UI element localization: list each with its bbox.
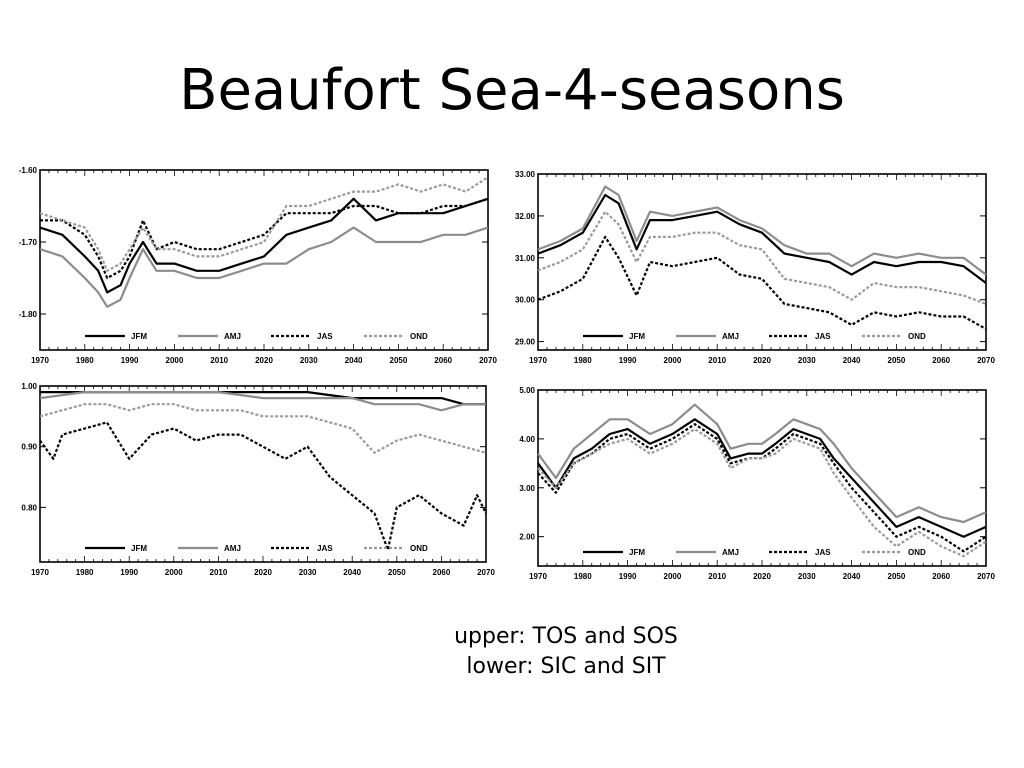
x-tick-label: 1990: [121, 356, 139, 365]
chart-sos: 29.00 30.00 31.00 32.00 33.00 1970 1980 1990 200…: [515, 170, 995, 365]
y-tick-label: 32.00: [515, 212, 536, 221]
x-tick-label: 2060: [433, 568, 451, 577]
x-tick-label: 1980: [76, 568, 94, 577]
x-tick-label: 2060: [434, 356, 452, 365]
series-line-ond: [537, 210, 987, 305]
legend-label-ond: OND: [908, 332, 926, 341]
x-tick-label: 2050: [388, 568, 406, 577]
series-line-jfm: [537, 418, 987, 538]
y-tick-label: 0.90: [21, 443, 37, 452]
y-tick-label: 2.00: [519, 533, 535, 542]
y-tick-label: 29.00: [515, 338, 536, 347]
legend-label-amj: AMJ: [224, 332, 241, 341]
x-tick-label: 2050: [888, 572, 906, 581]
x-tick-label: 1970: [529, 356, 547, 365]
series-line-jas: [537, 235, 987, 330]
x-tick-label: 1970: [529, 572, 547, 581]
x-tick-label: 2040: [843, 572, 861, 581]
x-tick-label: 2010: [708, 356, 726, 365]
x-tick-label: 2000: [166, 356, 184, 365]
x-tick-label: 2070: [479, 356, 497, 365]
x-tick-label: 2020: [753, 572, 771, 581]
legend-label-jfm: JFM: [131, 332, 147, 341]
legend-label-ond: OND: [410, 544, 428, 553]
page-title: Beaufort Sea-4-seasons: [179, 58, 845, 123]
caption: upper: TOS and SOS lower: SIC and SIT: [366, 622, 766, 682]
y-tick-label: -1.80: [19, 310, 38, 319]
y-tick-label: -1.60: [19, 166, 38, 175]
legend-label-jfm: JFM: [629, 332, 645, 341]
x-tick-label: 1980: [574, 572, 592, 581]
x-tick-label: 1990: [619, 572, 637, 581]
y-tick-label: 5.00: [519, 386, 535, 395]
x-tick-label: 2030: [798, 572, 816, 581]
x-tick-label: 1970: [31, 568, 49, 577]
x-tick-label: 2020: [753, 356, 771, 365]
legend-label-jfm: JFM: [629, 548, 645, 557]
plot-frame: [537, 389, 987, 567]
plot-frame: [39, 385, 487, 563]
series-line-amj: [537, 185, 987, 276]
series-line-amj: [39, 391, 486, 412]
legend-label-amj: AMJ: [722, 332, 739, 341]
chart-sit: 2.00 3.00 4.00 5.00 1970 1980 1990 2000 2010 2020…: [519, 386, 995, 581]
y-tick-label: 0.80: [21, 503, 37, 512]
x-tick-label: 2040: [345, 356, 363, 365]
x-tick-label: 2070: [977, 356, 995, 365]
x-tick-label: 2040: [343, 568, 361, 577]
y-tick-label: -1.70: [19, 238, 38, 247]
legend-label-jas: JAS: [815, 548, 831, 557]
x-tick-label: 1980: [76, 356, 94, 365]
y-tick-label: 1.00: [21, 382, 37, 391]
legend-label-jas: JAS: [317, 332, 333, 341]
x-tick-label: 2020: [254, 568, 272, 577]
x-tick-label: 2070: [977, 572, 995, 581]
x-tick-label: 2070: [477, 568, 495, 577]
legend-label-ond: OND: [908, 548, 926, 557]
series-line-amj: [537, 403, 987, 524]
x-tick-label: 2030: [300, 356, 318, 365]
y-tick-label: 30.00: [515, 296, 536, 305]
x-tick-label: 2000: [165, 568, 183, 577]
x-tick-label: 2030: [798, 356, 816, 365]
legend-label-jas: JAS: [815, 332, 831, 341]
caption-line-2: lower: SIC and SIT: [466, 654, 666, 679]
y-tick-label: 4.00: [519, 435, 535, 444]
plot-frame: [39, 169, 489, 351]
legend-label-amj: AMJ: [224, 544, 241, 553]
series-line-jas: [40, 197, 489, 280]
chart-sic: 0.80 0.90 1.00 1970 1980 1990 2000 2010 2020 2030…: [21, 382, 495, 577]
series-line-ond: [537, 427, 987, 558]
x-tick-label: 1980: [574, 356, 592, 365]
x-tick-label: 2050: [390, 356, 408, 365]
y-tick-label: 31.00: [515, 254, 536, 263]
series-line-ond: [39, 176, 489, 272]
x-tick-label: 2010: [708, 572, 726, 581]
series-line-jas: [39, 421, 487, 551]
x-tick-label: 1990: [619, 356, 637, 365]
x-tick-label: 2020: [255, 356, 273, 365]
x-tick-label: 2060: [932, 356, 950, 365]
series-line-amj: [39, 226, 489, 308]
x-tick-label: 2010: [210, 356, 228, 365]
y-tick-label: 33.00: [515, 170, 536, 179]
x-tick-label: 2050: [888, 356, 906, 365]
x-tick-label: 1990: [120, 568, 138, 577]
caption-line-1: upper: TOS and SOS: [454, 624, 678, 649]
legend-label-amj: AMJ: [722, 548, 739, 557]
legend-label-jfm: JFM: [131, 544, 147, 553]
x-tick-label: 2000: [664, 356, 682, 365]
legend-label-ond: OND: [410, 332, 428, 341]
x-tick-label: 2060: [932, 572, 950, 581]
chart-tos: -1.60 -1.70 -1.80 1970 1980 1990 2000 2010 2020 2…: [19, 166, 498, 365]
y-tick-label: 3.00: [519, 484, 535, 493]
x-tick-label: 2000: [664, 572, 682, 581]
x-tick-label: 2040: [843, 356, 861, 365]
x-tick-label: 1970: [31, 356, 49, 365]
series-line-ond: [39, 403, 487, 454]
x-tick-label: 2030: [299, 568, 317, 577]
x-tick-label: 2010: [210, 568, 228, 577]
series-line-jfm: [537, 193, 987, 284]
legend-label-jas: JAS: [317, 544, 333, 553]
